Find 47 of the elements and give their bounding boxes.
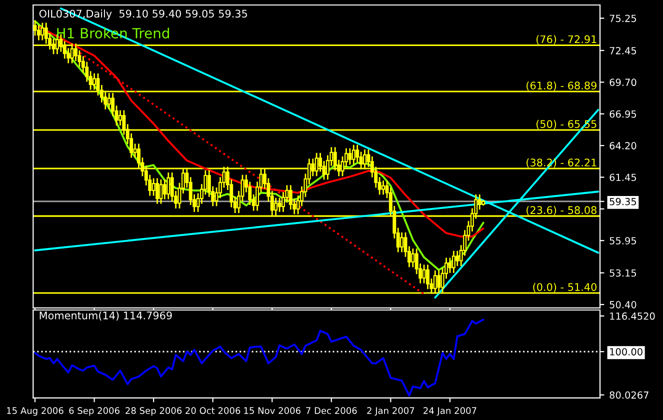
candlestick [411, 248, 415, 268]
candlestick [288, 185, 292, 210]
y-tick-label: 64.20 [610, 142, 636, 150]
candlestick [478, 194, 482, 210]
candlestick [426, 264, 430, 290]
annotation: (0.0) - 51.40 [533, 282, 596, 292]
chart-title: Momentum(14) 114.7969 [40, 311, 172, 321]
candlestick [159, 179, 163, 204]
x-tick-label: 15 Nov 2006 [244, 407, 300, 414]
y-tick-label: 100.00 [610, 348, 642, 356]
candlestick [156, 178, 160, 204]
y-tick-label: 116.4520 [610, 312, 655, 320]
y-tick-label: 50.40 [610, 301, 636, 308]
candlestick [382, 180, 386, 195]
candlestick [448, 258, 452, 273]
candlestick [118, 110, 122, 126]
x-tick-label: 28 Sep 2006 [126, 407, 182, 416]
candlestick [456, 250, 460, 266]
candlestick [152, 178, 156, 196]
annotation: (61.8) - 68.89 [526, 81, 596, 91]
candlestick [352, 144, 356, 165]
annotation: (76) - 72.91 [536, 35, 596, 44]
candlestick [55, 34, 59, 54]
y-tick-label: 69.70 [610, 78, 636, 86]
y-tick-label: 72.45 [610, 46, 636, 54]
candlestick [348, 148, 352, 165]
y-tick-label: 80.0267 [610, 391, 648, 399]
y-tick-label: 61.45 [610, 174, 636, 182]
candlestick [166, 172, 170, 200]
candlestick [400, 232, 404, 252]
y-tick-label: 55.95 [610, 237, 636, 244]
x-tick-label: 6 Sep 2006 [69, 407, 120, 416]
x-tick-label: 15 Aug 2006 [7, 407, 64, 416]
candlestick [40, 22, 44, 40]
x-tick-label: 24 Jan 2007 [424, 407, 476, 416]
y-tick-label: 75.25 [610, 14, 636, 22]
y-tick-label: 66.95 [610, 110, 636, 118]
x-tick-label: 2 Jan 2007 [367, 407, 414, 416]
candlestick [278, 198, 282, 212]
x-tick-label: 20 Oct 2006 [186, 407, 240, 414]
y-tick-label: 59.35 [610, 198, 636, 206]
annotation: (23.6) - 58.08 [526, 206, 596, 216]
x-tick-label: 7 Dec 2006 [306, 407, 357, 414]
candlestick [422, 264, 426, 284]
candlestick [162, 179, 166, 200]
candlestick [452, 250, 456, 273]
y-tick-label: 53.15 [610, 269, 636, 277]
